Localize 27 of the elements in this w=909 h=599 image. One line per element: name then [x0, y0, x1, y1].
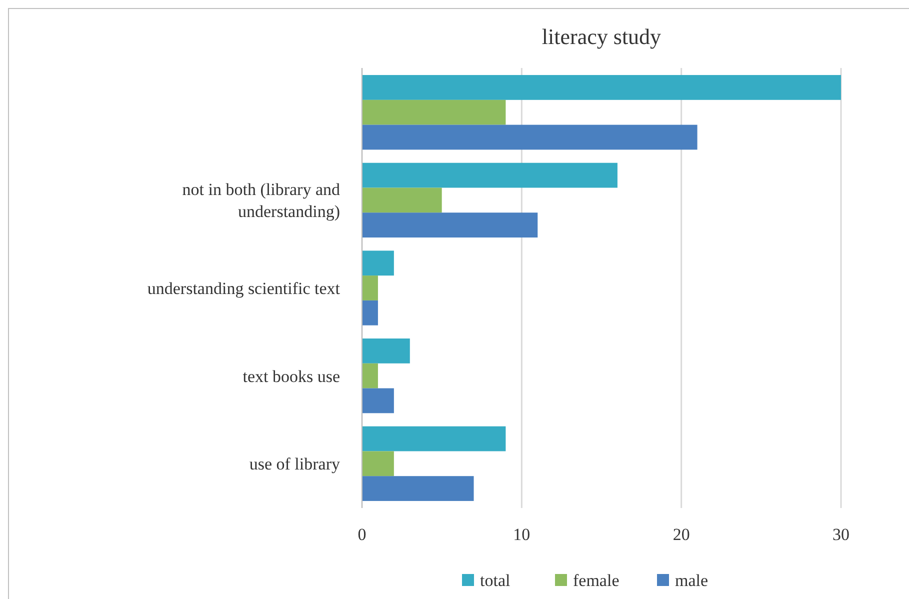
- bar: [362, 363, 378, 388]
- x-tick-label: 10: [513, 525, 530, 544]
- x-tick-label: 0: [358, 525, 366, 544]
- bar: [362, 100, 506, 125]
- bar: [362, 188, 442, 213]
- legend-label: male: [675, 571, 708, 590]
- bar: [362, 212, 538, 238]
- bar: [362, 338, 410, 364]
- bar: [362, 476, 474, 501]
- legend-label: total: [480, 571, 510, 590]
- bar: [362, 250, 394, 276]
- bar: [362, 276, 378, 300]
- y-tick-label: use of library: [249, 454, 340, 474]
- bar: [362, 388, 394, 414]
- bar: [362, 426, 506, 452]
- y-tick-label: not in both (library and understanding): [182, 180, 340, 222]
- y-tick-label: text books use: [242, 366, 340, 386]
- bar: [362, 162, 618, 188]
- x-tick-label: 20: [672, 525, 690, 544]
- legend-label: female: [573, 571, 620, 590]
- bar: [362, 451, 394, 476]
- bar: [362, 75, 841, 100]
- chart-title: literacy study: [542, 24, 662, 49]
- y-tick-label: understanding scientific text: [147, 279, 340, 298]
- bar: [362, 300, 378, 326]
- x-tick-label: 30: [832, 525, 850, 544]
- bar: [362, 124, 698, 150]
